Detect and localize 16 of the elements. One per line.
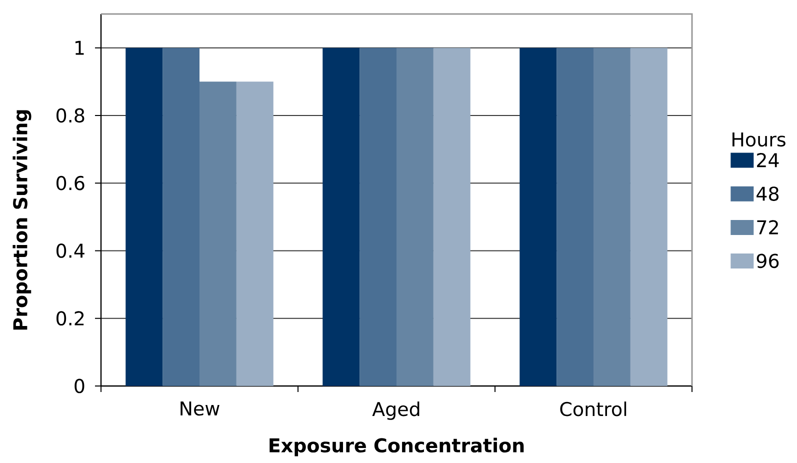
x-tick-label: New: [180, 402, 220, 416]
y-axis-title: Proportion Surviving: [12, 110, 32, 330]
legend-label: 48: [756, 186, 779, 201]
y-tick-label: 0: [74, 378, 84, 394]
legend-label: 72: [757, 220, 778, 234]
y-tick-label: 1: [75, 40, 84, 55]
legend-label: 24: [757, 152, 779, 168]
y-tick-label: 0.8: [56, 108, 84, 123]
y-tick-label: 0.4: [56, 244, 84, 258]
legend-label: 96: [756, 254, 779, 268]
y-tick-label: 0.6: [56, 176, 84, 190]
x-axis-title: Exposure Concentration: [270, 438, 524, 456]
x-tick-label: Aged: [372, 402, 420, 420]
x-tick-label: Control: [560, 402, 626, 416]
legend-title: Hours: [732, 132, 786, 147]
y-tick-label: 0.2: [56, 311, 84, 326]
